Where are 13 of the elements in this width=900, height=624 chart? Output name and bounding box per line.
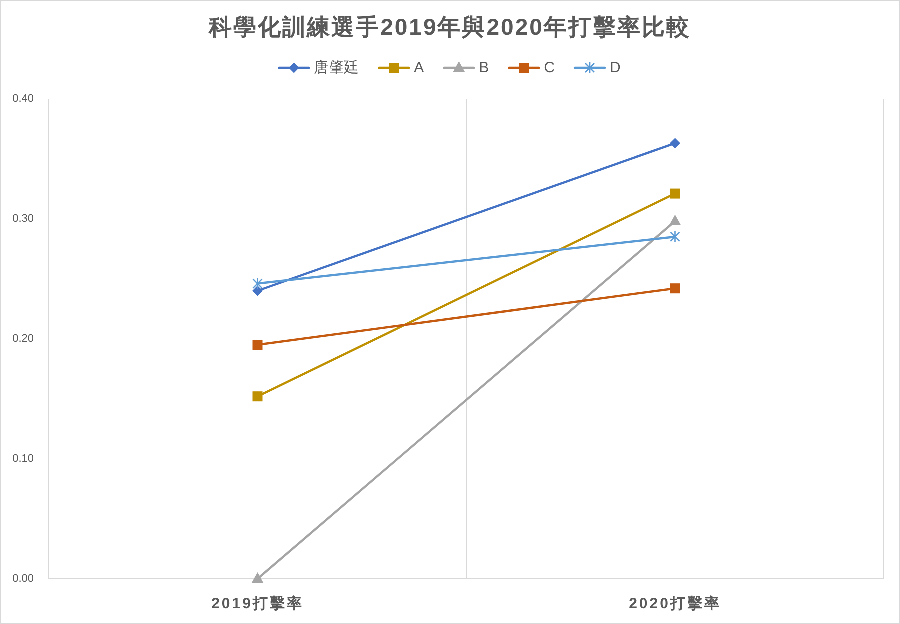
y-tick-label: 0.40 xyxy=(12,93,34,105)
y-tick-label: 0.00 xyxy=(12,573,34,585)
title: 科學化訓練選手2019年與2020年打擊率比較 xyxy=(209,14,691,40)
y-tick-label: 0.30 xyxy=(12,213,34,225)
y-tick-label: 0.10 xyxy=(12,453,34,465)
legend-label: 唐肇廷 xyxy=(314,60,360,76)
x-tick-label: 2020打擊率 xyxy=(629,596,722,612)
legend-label: A xyxy=(414,60,424,76)
legend-label: C xyxy=(544,60,556,76)
y-tick-label: 0.20 xyxy=(12,333,34,345)
x-tick-label: 2019打擊率 xyxy=(212,596,304,612)
legend-label: B xyxy=(479,60,490,76)
legend-label: D xyxy=(610,60,621,76)
